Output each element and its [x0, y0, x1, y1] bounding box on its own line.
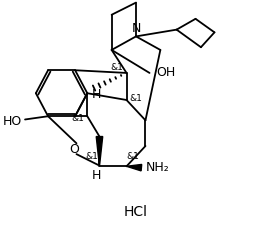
Text: N: N [132, 22, 141, 35]
Polygon shape [96, 137, 103, 166]
Polygon shape [126, 164, 142, 171]
Text: &1: &1 [111, 63, 123, 72]
Text: HO: HO [3, 115, 23, 128]
Text: O: O [69, 143, 79, 156]
Text: &1: &1 [71, 114, 84, 123]
Text: &1: &1 [127, 152, 140, 161]
Text: &1: &1 [129, 94, 143, 103]
Text: NH₂: NH₂ [146, 161, 169, 174]
Text: HCl: HCl [124, 205, 148, 219]
Text: &1: &1 [85, 152, 98, 161]
Text: H: H [92, 88, 101, 101]
Text: OH: OH [156, 66, 175, 79]
Text: H: H [92, 169, 101, 182]
